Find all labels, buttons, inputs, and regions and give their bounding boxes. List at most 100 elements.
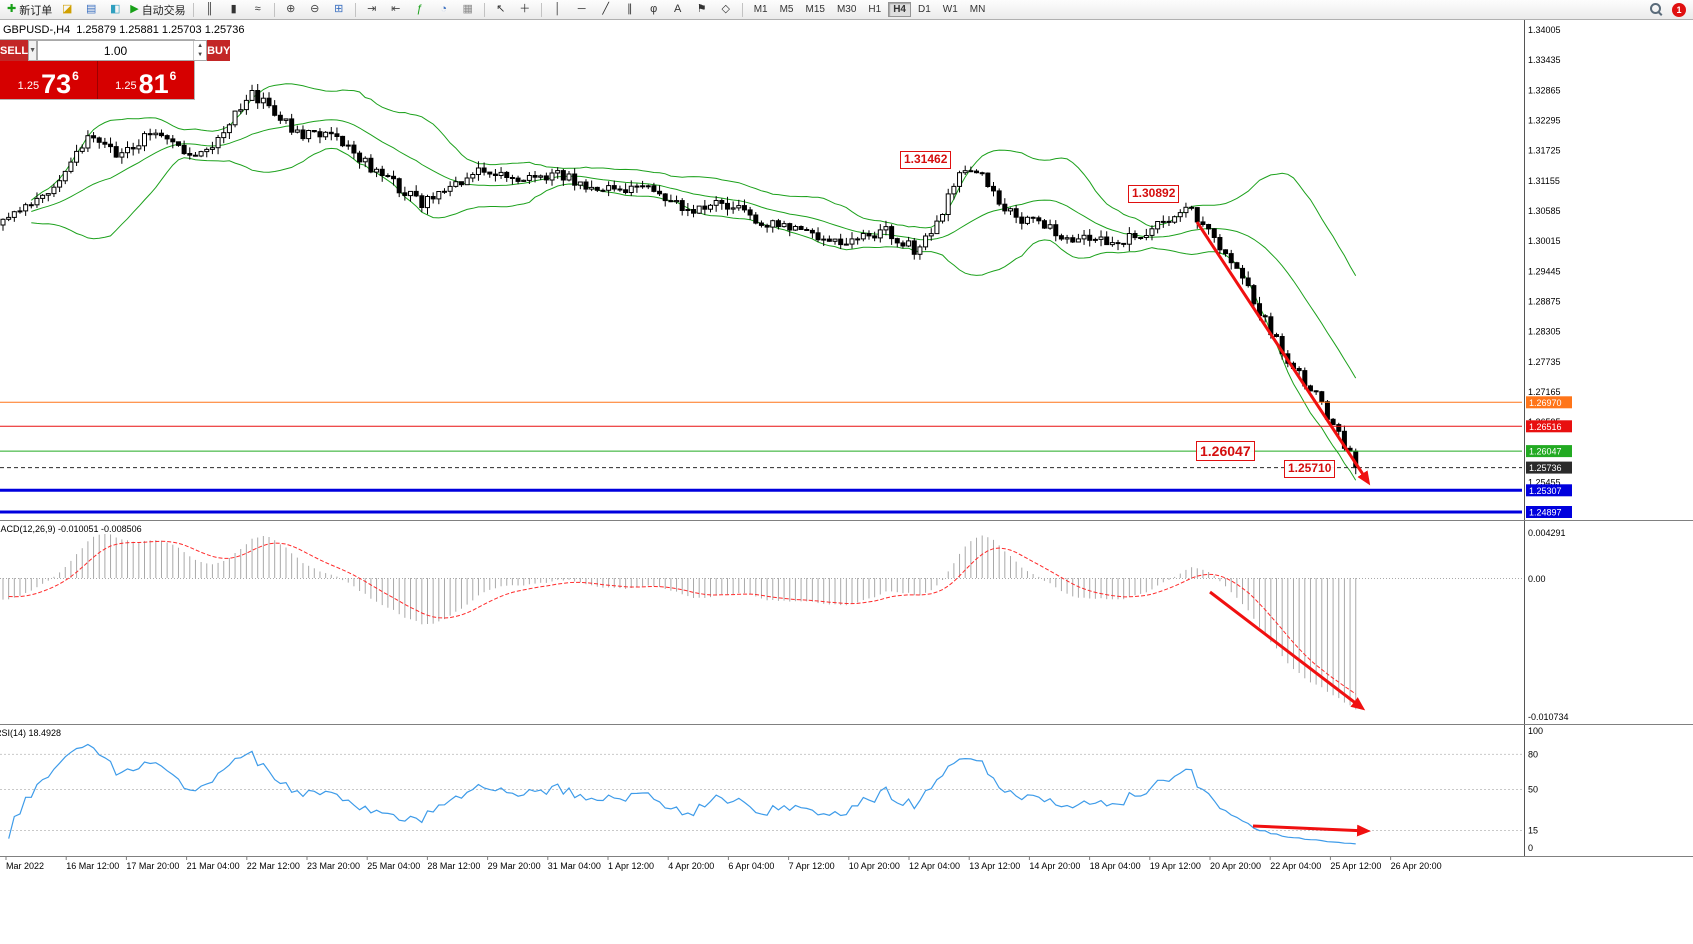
toolbar-separator [192,2,194,17]
svg-text:1.25736: 1.25736 [1529,463,1562,473]
trend-arrow[interactable] [1252,824,1371,837]
sell-price-button[interactable]: 1.25 73 6 [0,61,98,99]
price-callout[interactable]: 1.26047 [1196,441,1255,462]
svg-text:25 Mar 04:00: 25 Mar 04:00 [367,861,420,871]
trendline-icon: ╱ [602,3,609,15]
volume-dropdown[interactable]: ▼ [28,40,38,61]
timeframe-M5[interactable]: M5 [779,4,794,15]
line-chart-icon: ≈ [254,3,261,15]
price-callout[interactable]: 1.25710 [1284,460,1336,478]
svg-text:17 Mar 20:00: 17 Mar 20:00 [126,861,179,871]
timeframe-MN[interactable]: MN [969,4,986,15]
periods-icon: ◔ [440,3,448,15]
timeframe-W1[interactable]: W1 [942,4,958,15]
timeframe-M15[interactable]: M15 [805,4,825,15]
shapes-icon[interactable]: ◇ [715,2,737,18]
toolbar-separator [273,2,275,17]
periods-icon[interactable]: ◔ [433,2,455,18]
scale-column-background [1525,20,1693,944]
zoom-in-icon: ⊕ [286,3,296,15]
svg-text:26 Apr 20:00: 26 Apr 20:00 [1391,861,1442,871]
rsi-indicator-label: RSI(14) 18.4928 [0,728,62,738]
svg-text:100: 100 [1528,726,1543,736]
cursor-icon[interactable]: ↖ [490,2,512,18]
macd-histogram [2,534,1357,710]
svg-text:19 Apr 12:00: 19 Apr 12:00 [1150,861,1201,871]
buy-price-button[interactable]: 1.25 81 6 [97,61,194,99]
svg-text:1.25455: 1.25455 [1528,478,1561,488]
sell-price-big: 73 [41,68,72,99]
price-level-tag [1526,420,1572,433]
new-order-button[interactable]: ✚ 新订单 [5,2,54,18]
svg-text:4 Apr 20:00: 4 Apr 20:00 [668,861,714,871]
indicators-icon: ƒ [416,3,423,15]
chart-shift-icon[interactable]: ⇤ [385,2,407,18]
timeframe-M1[interactable]: M1 [753,4,768,15]
main-price-panel [0,83,1522,514]
ohlc-readout: 1.25879 1.25881 1.25703 1.25736 [76,24,245,36]
timeframe-H1[interactable]: H1 [868,4,882,15]
tile-windows-icon[interactable]: ⊞ [328,2,350,18]
chart-profile-icon[interactable]: ◪ [56,2,78,18]
chart-canvas[interactable]: 1.34005 1.33435 1.32865 1.32295 1.31725 1.311… [0,20,1693,944]
volume-increase-button[interactable]: ▲ [197,42,204,49]
timeframe-H4[interactable]: H4 [888,2,911,17]
templates-icon[interactable]: ▦ [457,2,479,18]
label-icon[interactable]: ⚑ [691,2,713,18]
price-callout[interactable]: 1.30892 [1128,185,1180,203]
svg-text:1.30585: 1.30585 [1528,206,1561,216]
price-scale[interactable]: 1.34005 1.33435 1.32865 1.32295 1.31725 1.311… [1526,25,1572,518]
svg-text:12 Apr 04:00: 12 Apr 04:00 [909,861,960,871]
vertical-line-icon[interactable]: │ [547,2,569,18]
toolbar-separator [540,2,542,17]
trend-arrow[interactable] [1209,590,1366,711]
price-callout[interactable]: 1.31462 [900,151,952,169]
crosshair-icon[interactable]: ＋ [514,2,536,18]
price-level-tag [1526,506,1572,518]
search-icon[interactable] [1649,2,1664,17]
svg-text:10 Apr 20:00: 10 Apr 20:00 [849,861,900,871]
svg-text:23 Mar 20:00: 23 Mar 20:00 [307,861,360,871]
svg-text:25 Apr 12:00: 25 Apr 12:00 [1330,861,1381,871]
svg-text:18 Apr 04:00: 18 Apr 04:00 [1090,861,1141,871]
chevron-down-icon: ▼ [29,47,37,54]
buy-button[interactable]: BUY [207,40,231,61]
auto-trading-button[interactable]: ▶ 自动交易 [128,2,187,18]
auto-scroll-icon[interactable]: ⇥ [361,2,383,18]
svg-text:31 Mar 04:00: 31 Mar 04:00 [548,861,601,871]
horizontal-line-icon[interactable]: ─ [571,2,593,18]
zoom-out-icon: ⊖ [310,3,320,15]
candlestick-chart-icon[interactable]: ▮ [223,2,245,18]
svg-text:50: 50 [1528,785,1538,795]
candlestick-chart-icon: ▮ [230,3,237,15]
rsi-scale: 100 80 50 15 0 [1528,726,1543,853]
svg-text:-0.010734: -0.010734 [1528,712,1569,722]
timeframe-M30[interactable]: M30 [836,4,857,15]
fibonacci-icon[interactable]: φ [643,2,665,18]
svg-text:1.27735: 1.27735 [1528,357,1561,367]
crosshair-icon: ＋ [519,3,531,15]
volume-input[interactable] [38,41,194,60]
time-axis[interactable]: Mar 2022 16 Mar 12:00 17 Mar 20:00 21 Mar 0… [5,856,1442,871]
trend-arrow[interactable] [1195,221,1371,486]
toolbar-separator [741,2,743,17]
volume-decrease-button[interactable]: ▼ [197,52,204,59]
text-icon[interactable]: A [667,2,689,18]
auto-scroll-icon: ⇥ [367,3,377,15]
svg-text:Mar 2022: Mar 2022 [6,861,44,871]
line-chart-icon[interactable]: ≈ [247,2,269,18]
svg-text:7 Apr 12:00: 7 Apr 12:00 [789,861,835,871]
zoom-in-icon[interactable]: ⊕ [280,2,302,18]
zoom-out-icon[interactable]: ⊖ [304,2,326,18]
channel-icon[interactable]: ∥ [619,2,641,18]
market-watch-icon: ▤ [86,3,97,15]
bars-chart-icon[interactable]: ║ [199,2,221,18]
indicators-icon[interactable]: ƒ [409,2,431,18]
notification-badge[interactable]: 1 [1672,2,1686,17]
sell-button[interactable]: SELL [0,40,29,61]
data-window-icon[interactable]: ◧ [104,2,126,18]
svg-text:1.26047: 1.26047 [1529,447,1562,457]
market-watch-icon[interactable]: ▤ [80,2,102,18]
timeframe-D1[interactable]: D1 [918,4,931,15]
trendline-icon[interactable]: ╱ [595,2,617,18]
